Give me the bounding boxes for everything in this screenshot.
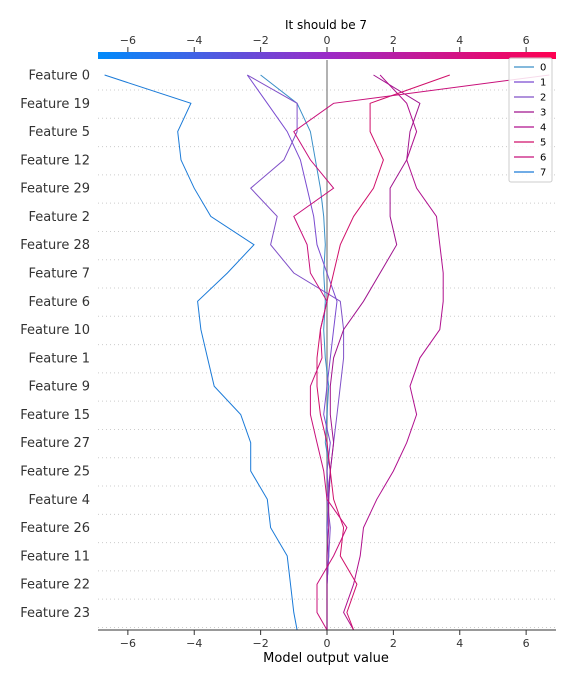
legend-label-4: 4 <box>540 123 546 134</box>
bottom-tick-label: −2 <box>253 637 269 650</box>
feature-label: Feature 15 <box>20 408 90 423</box>
top-axis: −6 −4 −2 0 2 4 6 <box>120 34 530 52</box>
feature-label: Feature 11 <box>20 549 90 564</box>
legend-label-0: 0 <box>540 63 546 74</box>
feature-label: Feature 26 <box>20 521 90 536</box>
decision-line-5 <box>316 74 450 631</box>
legend-frame <box>508 57 553 183</box>
top-tick-label: −2 <box>253 34 269 47</box>
x-axis-title: Model output value <box>263 651 389 666</box>
feature-label: Feature 2 <box>28 210 90 225</box>
feature-label: Feature 9 <box>28 380 90 395</box>
top-tick-label: 4 <box>456 34 463 47</box>
legend-label-3: 3 <box>540 108 546 119</box>
bottom-tick-label: 2 <box>390 637 397 650</box>
legend-label-2: 2 <box>540 93 546 104</box>
decision-line-4 <box>343 74 444 631</box>
decision-line-2 <box>247 74 345 630</box>
feature-label: Feature 0 <box>28 69 90 84</box>
feature-label: Feature 29 <box>20 182 90 197</box>
bottom-tick-label: −4 <box>186 637 202 650</box>
top-tick-label: 2 <box>390 34 397 47</box>
decision-line-3 <box>326 74 421 630</box>
feature-label: Feature 12 <box>20 153 90 168</box>
legend: 0 1 2 3 4 5 6 7 <box>508 57 553 183</box>
bottom-tick-label: 0 <box>324 637 331 650</box>
feature-label: Feature 25 <box>20 465 90 480</box>
bottom-axis: −6 −4 −2 0 2 4 6 <box>120 630 530 650</box>
chart-title: It should be 7 <box>285 18 367 32</box>
bottom-tick-label: −6 <box>120 637 136 650</box>
decision-line-0 <box>260 74 331 630</box>
top-tick-label: 0 <box>324 34 331 47</box>
bottom-tick-label: 4 <box>456 637 463 650</box>
feature-label: Feature 28 <box>20 238 90 253</box>
legend-label-5: 5 <box>540 138 546 149</box>
feature-label: Feature 22 <box>20 578 90 593</box>
legend-label-7: 7 <box>540 168 546 179</box>
feature-label: Feature 27 <box>20 436 90 451</box>
bottom-tick-label: 6 <box>523 637 530 650</box>
feature-label: Feature 19 <box>20 97 90 112</box>
decision-lines <box>104 74 550 631</box>
feature-label: Feature 7 <box>28 267 90 282</box>
color-bar <box>98 52 556 59</box>
feature-labels: Feature 0 Feature 19 Feature 5 Feature 12 Fe… <box>20 69 90 621</box>
legend-label-1: 1 <box>540 78 546 89</box>
feature-label: Feature 1 <box>28 351 90 366</box>
feature-label: Feature 5 <box>28 125 90 140</box>
decision-line-6 <box>293 74 550 631</box>
decision-line-7 <box>104 74 298 631</box>
top-tick-label: −4 <box>186 34 202 47</box>
feature-label: Feature 6 <box>28 295 90 310</box>
feature-label: Feature 23 <box>20 606 90 621</box>
legend-label-6: 6 <box>540 153 546 164</box>
top-tick-label: −6 <box>120 34 136 47</box>
top-tick-label: 6 <box>523 34 530 47</box>
decision-line-1 <box>246 74 338 630</box>
feature-label: Feature 4 <box>28 493 90 508</box>
feature-label: Feature 10 <box>20 323 90 338</box>
